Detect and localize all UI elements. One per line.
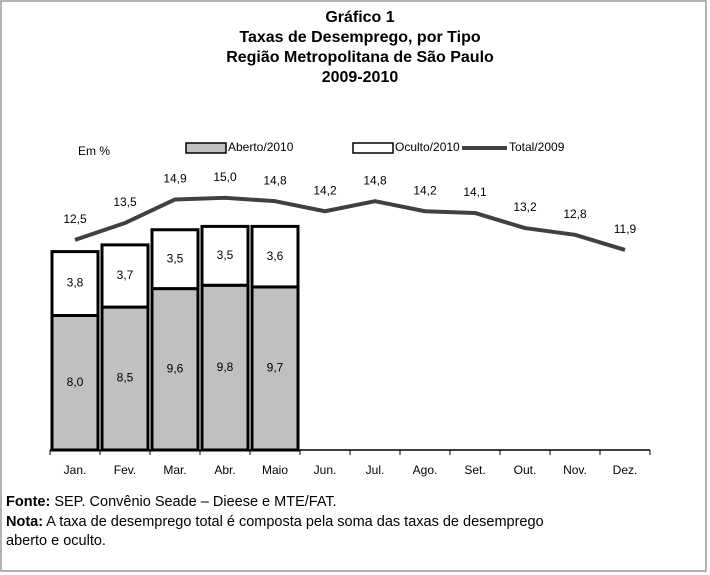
chart-title: Taxas de Desemprego, por Tipo	[239, 29, 480, 46]
data-label: 3,6	[267, 249, 284, 263]
legend-label: Aberto/2010	[228, 140, 294, 154]
data-label: 14,2	[313, 183, 337, 197]
data-label: 3,5	[167, 251, 184, 265]
y-axis-label: Em %	[78, 144, 110, 158]
x-tick-label: Fev.	[114, 463, 136, 477]
data-label: 9,8	[217, 360, 234, 374]
data-label: 9,6	[167, 361, 184, 375]
data-label: 15,0	[213, 170, 237, 184]
data-label: 8,0	[67, 375, 84, 389]
bar-segment	[100, 305, 150, 452]
data-label: 14,1	[463, 185, 487, 199]
data-label: 14,8	[263, 173, 287, 187]
data-label: 3,5	[217, 248, 234, 262]
data-label: 3,8	[67, 276, 84, 290]
x-tick-label: Dez.	[613, 463, 638, 477]
data-label: 14,2	[413, 183, 437, 197]
x-tick-label: Abr.	[214, 463, 235, 477]
data-label: 14,8	[363, 173, 387, 187]
bar-segment	[200, 224, 250, 287]
bar-segment	[250, 285, 300, 452]
data-label: 14,9	[163, 172, 187, 186]
source: Fonte: SEP. Convênio Seade – Dieese e MT…	[6, 494, 337, 510]
bar-segment	[150, 228, 200, 291]
source-text: SEP. Convênio Seade – Dieese e MTE/FAT.	[54, 494, 336, 510]
bar-segment	[50, 250, 100, 318]
x-tick-label: Nov.	[563, 463, 587, 477]
chart-title: 2009-2010	[322, 69, 399, 86]
data-label: 11,9	[614, 222, 637, 236]
chart-title: Região Metropolitana de São Paulo	[226, 49, 494, 66]
data-label: 12,8	[563, 207, 587, 221]
x-tick-label: Out.	[514, 463, 537, 477]
data-label: 8,5	[117, 371, 134, 385]
bar-segment	[250, 224, 300, 289]
chart-title: Gráfico 1	[325, 9, 394, 26]
x-tick-label: Set.	[464, 463, 485, 477]
line	[74, 195, 626, 252]
note: Nota: A taxa de desemprego total é compo…	[6, 514, 544, 530]
x-tick-label: Jul.	[366, 463, 385, 477]
x-tick-label: Jun.	[314, 463, 337, 477]
x-tick-label: Ago.	[413, 463, 438, 477]
source-label: Fonte:	[6, 494, 50, 510]
note-label: Nota:	[6, 514, 43, 530]
legend-swatch	[185, 142, 227, 154]
data-label: 13,2	[513, 200, 537, 214]
note-text: aberto e oculto.	[6, 533, 106, 549]
note-text: A taxa de desemprego total é composta pe…	[46, 514, 543, 530]
data-label: 9,7	[267, 361, 284, 375]
data-label: 12,5	[63, 212, 87, 226]
bar-segment	[200, 283, 250, 452]
data-label: 3,7	[117, 268, 134, 282]
legend-label: Total/2009	[509, 140, 565, 154]
x-tick-label: Mar.	[163, 463, 186, 477]
bar-segment	[100, 243, 150, 309]
legend-label: Oculto/2010	[395, 140, 460, 154]
data-label: 13,5	[113, 195, 137, 209]
x-tick-label: Jan.	[64, 463, 87, 477]
legend-swatch	[352, 142, 394, 154]
bar-segment	[150, 287, 200, 452]
x-tick-label: Maio	[262, 463, 288, 477]
